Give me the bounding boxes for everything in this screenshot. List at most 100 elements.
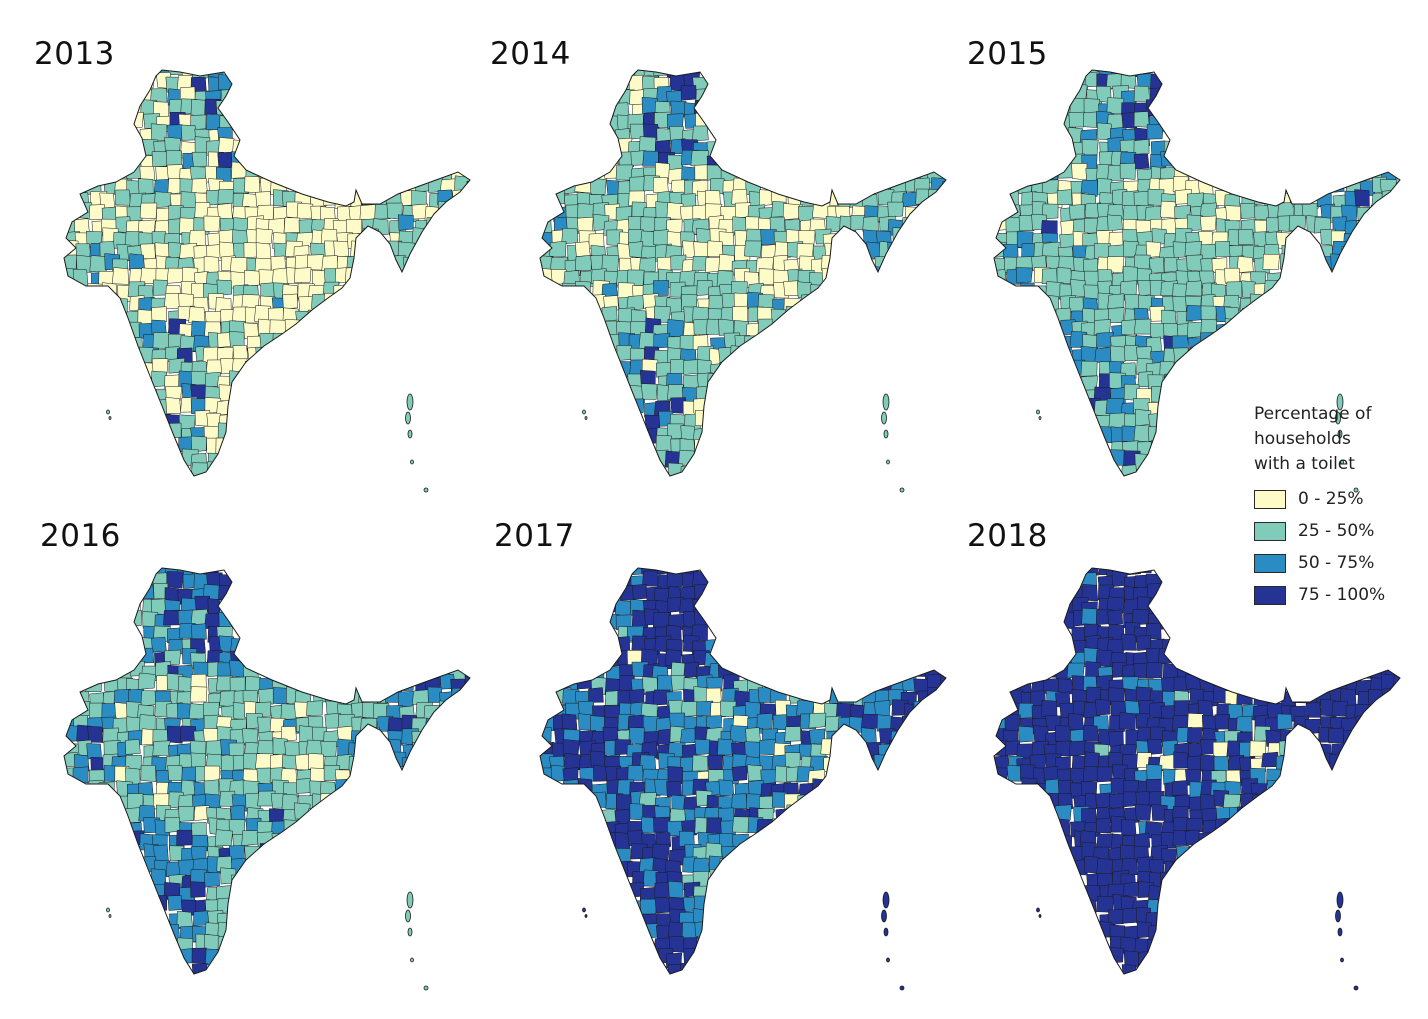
district-cell xyxy=(878,770,895,786)
district-cell xyxy=(1068,111,1085,128)
district-cell xyxy=(1224,318,1241,335)
island-marker xyxy=(108,914,112,918)
district-cell xyxy=(641,923,659,939)
district-cell xyxy=(747,764,763,782)
district-cell xyxy=(784,752,801,769)
district-cell xyxy=(1018,725,1034,743)
district-cell xyxy=(1240,203,1256,219)
district-cell xyxy=(125,649,141,665)
district-cell xyxy=(1096,833,1114,849)
district-cell xyxy=(292,324,310,340)
district-cell xyxy=(206,964,223,974)
district-cell xyxy=(783,280,799,296)
district-cell xyxy=(271,832,288,849)
district-cell xyxy=(653,177,669,194)
district-cell xyxy=(942,181,946,198)
island-marker xyxy=(410,459,414,465)
district-cell xyxy=(1021,777,1038,794)
district-cell xyxy=(115,189,131,206)
district-cell xyxy=(1133,832,1151,849)
district-cell xyxy=(191,151,208,168)
district-cell xyxy=(204,871,220,888)
legend-label: 0 - 25% xyxy=(1298,489,1364,509)
district-cell xyxy=(411,742,429,758)
district-cell xyxy=(784,305,802,323)
district-cell xyxy=(574,281,591,298)
district-cell xyxy=(1081,607,1099,625)
legend-item-75-100: 75 - 100% xyxy=(1254,579,1424,611)
district-cell xyxy=(1118,712,1136,731)
island-marker xyxy=(407,927,413,937)
district-cell xyxy=(150,123,167,142)
district-cell xyxy=(1122,908,1139,924)
district-cell xyxy=(64,254,77,271)
district-cell xyxy=(1095,792,1112,809)
district-cell xyxy=(1150,73,1167,90)
district-cell xyxy=(425,217,443,233)
district-cell xyxy=(640,898,658,915)
island-marker xyxy=(405,411,411,425)
district-cell xyxy=(862,215,879,232)
district-cell xyxy=(176,910,193,928)
district-cell xyxy=(719,858,737,875)
district-cell xyxy=(1015,267,1033,284)
district-cell xyxy=(1229,806,1245,822)
district-cell xyxy=(1097,122,1113,141)
district-cell xyxy=(1199,754,1216,773)
district-cell xyxy=(272,332,290,350)
district-cell xyxy=(1236,806,1254,823)
district-cell xyxy=(1371,193,1389,210)
district-cell xyxy=(1144,205,1163,222)
district-cell xyxy=(101,282,118,300)
district-cell xyxy=(1225,205,1241,222)
district-cell xyxy=(679,962,696,974)
island-marker xyxy=(1335,909,1341,923)
district-cell xyxy=(178,806,195,822)
district-cell xyxy=(189,686,208,703)
district-cell xyxy=(1041,268,1058,284)
district-cell xyxy=(1190,345,1206,362)
district-cell xyxy=(540,216,552,233)
legend-title-line: with a toilet xyxy=(1254,454,1355,474)
district-cell xyxy=(1186,254,1203,272)
district-cell xyxy=(653,816,670,833)
district-cell xyxy=(217,151,233,168)
island-marker xyxy=(1036,409,1040,415)
district-cell xyxy=(1327,727,1344,744)
legend-title-line: Percentage of xyxy=(1254,404,1372,424)
district-cell xyxy=(1222,821,1240,838)
district-cell xyxy=(1160,150,1176,167)
district-cell xyxy=(151,636,167,653)
district-cell xyxy=(693,241,710,259)
district-cell xyxy=(1354,164,1372,180)
district-cell xyxy=(1200,243,1217,260)
district-cell xyxy=(744,240,762,258)
district-cell xyxy=(1264,190,1280,206)
district-cell xyxy=(1354,189,1370,207)
district-cell xyxy=(679,466,697,476)
district-cell xyxy=(1173,751,1189,769)
district-cell xyxy=(232,344,249,361)
district-cell xyxy=(1107,609,1123,625)
district-cell xyxy=(1070,279,1086,297)
district-cell xyxy=(1330,253,1346,270)
district-cell xyxy=(1109,793,1125,809)
map-panel-2018 xyxy=(980,560,1410,1000)
island-marker xyxy=(584,914,588,918)
island-marker xyxy=(106,409,110,415)
district-cell xyxy=(1185,674,1201,691)
district-cell xyxy=(180,124,197,141)
district-cell xyxy=(1214,713,1231,730)
year-label-2016: 2016 xyxy=(40,518,121,554)
district-cell xyxy=(628,688,645,705)
district-cell xyxy=(1185,280,1203,297)
legend-label: 25 - 50% xyxy=(1298,521,1375,541)
district-cell xyxy=(214,829,233,847)
district-cell xyxy=(1054,725,1071,743)
district-cell xyxy=(1056,267,1073,285)
island-marker xyxy=(1337,927,1343,937)
country-outline xyxy=(63,69,471,477)
district-cell xyxy=(731,188,748,205)
district-cell xyxy=(294,753,311,771)
district-cell xyxy=(464,674,470,691)
